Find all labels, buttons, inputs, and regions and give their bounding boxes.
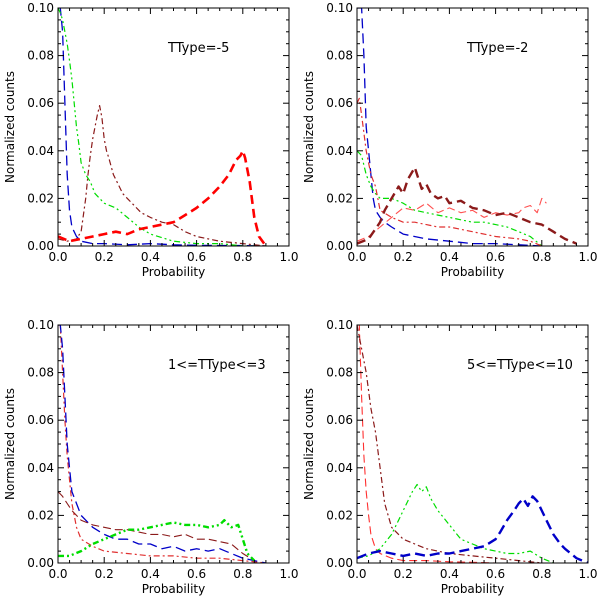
series-line-5 <box>357 166 577 245</box>
y-axis-label: Normalized counts <box>302 71 316 183</box>
series-group <box>357 325 588 563</box>
series-line-4 <box>58 149 267 246</box>
x-tick-label: 0.8 <box>233 250 252 264</box>
chart-panel-1: 0.0 0.2 0.4 0.6 0.8 1.0 0.00 0.02 0.04 0.06 0.08 0.… <box>3 1 299 279</box>
y-tick-label: 0.06 <box>27 96 54 110</box>
panel-annotation: 5<=TType<=10 <box>467 358 573 373</box>
series-line-4 <box>58 519 256 562</box>
y-tick-label: 0.00 <box>27 239 54 253</box>
x-tick-label: 0.4 <box>141 567 160 581</box>
y-tick-label: 0.08 <box>27 366 54 380</box>
panel-annotation: 1<=TType<=3 <box>168 358 266 373</box>
y-tick-label: 0.02 <box>326 508 353 522</box>
series-line-2 <box>58 8 266 246</box>
y-tick-label: 0.00 <box>326 239 353 253</box>
series-line-4 <box>357 495 588 563</box>
x-tick-label: 0.8 <box>532 567 551 581</box>
x-tick-label: 0.6 <box>187 250 206 264</box>
series-line-3 <box>58 491 255 562</box>
series-line-2 <box>58 325 267 563</box>
x-tick-label: 0.0 <box>347 567 366 581</box>
y-axis-label: Normalized counts <box>3 71 17 183</box>
x-axis-label: Probability <box>142 582 205 596</box>
x-tick-label: 0.8 <box>532 250 551 264</box>
x-tick-label: 0.0 <box>347 250 366 264</box>
series-group <box>357 8 577 246</box>
series-line-3 <box>357 97 543 246</box>
y-tick-label: 0.10 <box>27 1 54 15</box>
series-line-3 <box>357 483 554 563</box>
y-tick-label: 0.08 <box>326 366 353 380</box>
x-tick-label: 0.4 <box>141 250 160 264</box>
x-tick-label: 0.4 <box>440 567 459 581</box>
series-line-1 <box>58 325 266 563</box>
x-tick-label: 0.2 <box>394 567 413 581</box>
series-line-1 <box>58 8 266 246</box>
y-tick-label: 0.02 <box>27 508 54 522</box>
x-tick-label: 0.6 <box>486 567 505 581</box>
x-axis-label: Probability <box>441 265 504 279</box>
y-tick-label: 0.00 <box>27 556 54 570</box>
y-tick-label: 0.06 <box>27 413 54 427</box>
x-axis-label: Probability <box>441 582 504 596</box>
series-group <box>58 325 267 563</box>
panel-annotation: TType=-5 <box>167 41 229 56</box>
y-tick-label: 0.00 <box>326 556 353 570</box>
panel-annotation: TType=-2 <box>466 41 528 56</box>
series-line-2 <box>357 150 543 246</box>
y-tick-label: 0.04 <box>27 144 54 158</box>
y-tick-label: 0.08 <box>326 49 353 63</box>
chart-panel-4: 0.0 0.2 0.4 0.6 0.8 1.0 0.00 0.02 0.04 0.06 0.08 0.… <box>302 318 598 596</box>
x-tick-label: 1.0 <box>279 567 298 581</box>
x-tick-label: 0.0 <box>48 567 67 581</box>
x-tick-label: 1.0 <box>578 567 597 581</box>
x-tick-label: 1.0 <box>578 250 597 264</box>
x-tick-label: 0.2 <box>95 250 114 264</box>
y-tick-label: 0.04 <box>326 461 353 475</box>
series-line-4 <box>357 197 547 242</box>
y-tick-label: 0.06 <box>326 413 353 427</box>
y-tick-label: 0.08 <box>27 49 54 63</box>
y-tick-label: 0.06 <box>326 96 353 110</box>
y-tick-label: 0.10 <box>27 318 54 332</box>
x-tick-label: 1.0 <box>279 250 298 264</box>
x-tick-label: 0.0 <box>48 250 67 264</box>
y-tick-label: 0.02 <box>326 191 353 205</box>
series-group <box>58 8 267 246</box>
series-line-2 <box>357 325 542 563</box>
x-tick-label: 0.6 <box>486 250 505 264</box>
y-axis-label: Normalized counts <box>302 388 316 500</box>
y-tick-label: 0.02 <box>27 191 54 205</box>
series-line-3 <box>58 105 266 246</box>
x-tick-label: 0.2 <box>95 567 114 581</box>
x-tick-label: 0.6 <box>187 567 206 581</box>
series-line-1 <box>357 8 542 246</box>
x-tick-label: 0.4 <box>440 250 459 264</box>
y-tick-label: 0.04 <box>326 144 353 158</box>
y-tick-label: 0.10 <box>326 318 353 332</box>
chart-panel-3: 0.0 0.2 0.4 0.6 0.8 1.0 0.00 0.02 0.04 0.06 0.08 0.… <box>3 318 299 596</box>
x-tick-label: 0.2 <box>394 250 413 264</box>
chart-panel-2: 0.0 0.2 0.4 0.6 0.8 1.0 0.00 0.02 0.04 0.06 0.08 0.… <box>302 1 598 279</box>
x-axis-label: Probability <box>142 265 205 279</box>
y-axis-label: Normalized counts <box>3 388 17 500</box>
y-tick-label: 0.10 <box>326 1 353 15</box>
y-tick-label: 0.04 <box>27 461 54 475</box>
x-tick-label: 0.8 <box>233 567 252 581</box>
